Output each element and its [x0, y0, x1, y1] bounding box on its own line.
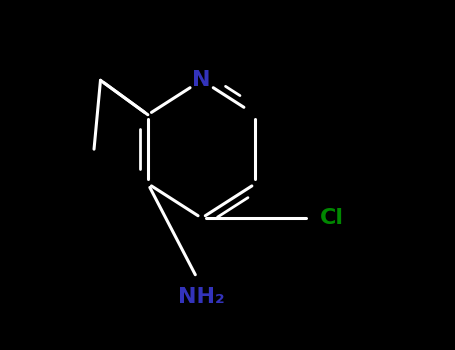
- Text: NH₂: NH₂: [178, 287, 225, 307]
- Text: N: N: [192, 70, 211, 90]
- Text: Cl: Cl: [320, 208, 344, 228]
